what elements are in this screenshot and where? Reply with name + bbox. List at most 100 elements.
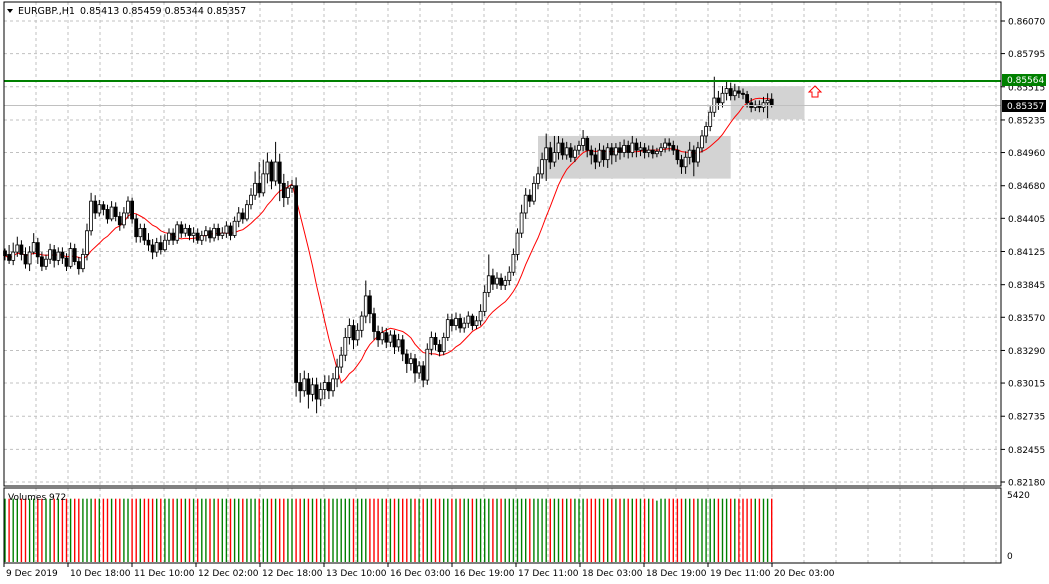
candle[interactable] [89, 192, 93, 236]
candle[interactable] [175, 221, 180, 244]
candle[interactable] [367, 290, 372, 324]
candle[interactable] [31, 233, 36, 255]
candle[interactable] [523, 188, 528, 219]
candle[interactable] [490, 268, 495, 291]
candle[interactable] [458, 313, 463, 333]
candle[interactable] [630, 135, 635, 158]
candle[interactable] [101, 201, 106, 216]
candle[interactable] [732, 83, 737, 101]
triangle-down-icon[interactable] [7, 9, 13, 13]
candle[interactable] [515, 228, 520, 261]
candle[interactable] [404, 349, 409, 373]
candle[interactable] [359, 311, 364, 338]
volume-histogram[interactable] [4, 498, 773, 562]
candle[interactable] [105, 204, 110, 224]
candle[interactable] [27, 246, 32, 272]
candle[interactable] [109, 201, 114, 222]
candle[interactable] [519, 204, 524, 238]
candle[interactable] [573, 145, 577, 163]
candle[interactable] [273, 141, 278, 186]
candle[interactable] [355, 323, 360, 346]
candle[interactable] [236, 207, 241, 228]
candle[interactable] [511, 248, 516, 276]
candle[interactable] [56, 247, 61, 266]
candle[interactable] [281, 173, 286, 208]
candle[interactable] [724, 81, 729, 101]
candle[interactable] [552, 135, 557, 167]
candle[interactable] [244, 199, 249, 222]
candle[interactable] [150, 239, 155, 260]
candle[interactable] [249, 188, 253, 210]
candle[interactable] [285, 180, 290, 205]
candle[interactable] [261, 159, 266, 197]
candle[interactable] [609, 143, 614, 165]
candle[interactable] [253, 171, 258, 200]
candle[interactable] [642, 143, 647, 159]
candle[interactable] [290, 179, 294, 193]
horizontal-levels[interactable] [4, 79, 1001, 106]
up-arrow-icon[interactable] [807, 85, 823, 98]
candle[interactable] [372, 307, 376, 340]
candle[interactable] [449, 313, 454, 332]
candle[interactable] [532, 176, 536, 205]
candle[interactable] [421, 361, 426, 388]
candle[interactable] [396, 333, 401, 352]
candle[interactable] [351, 319, 356, 350]
candle[interactable] [655, 147, 659, 158]
candle[interactable] [384, 327, 389, 349]
candle[interactable] [433, 332, 438, 351]
candle[interactable] [626, 140, 631, 159]
candle[interactable] [392, 330, 397, 355]
candle[interactable] [741, 88, 745, 100]
candle[interactable] [737, 86, 741, 99]
candle[interactable] [495, 272, 499, 289]
candle[interactable] [212, 223, 217, 242]
candle[interactable] [687, 141, 692, 165]
candle[interactable] [326, 375, 331, 400]
candle[interactable] [322, 375, 327, 400]
candle[interactable] [581, 130, 585, 152]
candle[interactable] [745, 90, 749, 108]
candle[interactable] [646, 145, 651, 158]
candle[interactable] [560, 138, 565, 160]
candle[interactable] [23, 247, 28, 269]
candle[interactable] [462, 317, 467, 333]
candle[interactable] [474, 316, 479, 330]
candle[interactable] [130, 197, 135, 224]
candle[interactable] [577, 140, 581, 155]
candle[interactable] [277, 153, 282, 202]
candle[interactable] [40, 252, 44, 272]
candle[interactable] [679, 154, 684, 174]
candle[interactable] [413, 354, 417, 383]
candle[interactable] [663, 138, 667, 153]
candle[interactable] [122, 207, 126, 229]
candle[interactable] [335, 358, 340, 388]
candle[interactable] [441, 332, 446, 356]
candle[interactable] [363, 280, 368, 324]
candle[interactable] [339, 346, 344, 373]
candle[interactable] [240, 208, 245, 224]
candlestick-series[interactable] [3, 76, 774, 414]
candle[interactable] [597, 143, 602, 167]
candle[interactable] [638, 141, 643, 157]
candle[interactable] [257, 162, 262, 198]
candle[interactable] [195, 228, 200, 244]
candle[interactable] [683, 151, 688, 174]
candle[interactable] [228, 222, 233, 241]
candle[interactable] [454, 312, 458, 331]
candle[interactable] [478, 304, 483, 326]
candle[interactable] [35, 237, 40, 264]
candle[interactable] [81, 248, 85, 273]
candle[interactable] [343, 327, 348, 362]
candle[interactable] [388, 330, 393, 347]
candle[interactable] [306, 372, 311, 409]
candle[interactable] [470, 313, 475, 331]
candle[interactable] [691, 145, 696, 177]
candle[interactable] [113, 202, 118, 222]
candle[interactable] [11, 242, 16, 266]
candle[interactable] [191, 227, 196, 243]
time-axis[interactable]: 9 Dec 2019 10 Dec 18:00 11 Dec 10:00 12 Dec… [3, 563, 835, 579]
candle[interactable] [97, 199, 102, 217]
candle[interactable] [167, 228, 171, 245]
candle[interactable] [19, 240, 24, 261]
